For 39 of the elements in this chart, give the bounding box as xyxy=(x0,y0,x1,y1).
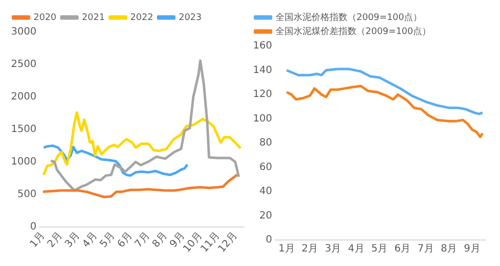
legend-label: 全国水泥煤价差指数（2009=100点） xyxy=(276,26,432,37)
y-tick-label: 2000 xyxy=(10,92,36,103)
legend-label: 2021 xyxy=(82,12,105,23)
y-tick-label: 500 xyxy=(17,188,36,200)
y-tick-label: 2500 xyxy=(10,59,36,70)
y-tick-label: 80 xyxy=(259,138,272,149)
x-tick-label: 8月 xyxy=(150,230,170,250)
x-tick-label: 1月 xyxy=(28,230,48,250)
y-tick-label: 20 xyxy=(259,210,272,222)
y-tick-label: 100 xyxy=(252,113,272,124)
x-tick-label: 5月 xyxy=(98,230,118,250)
x-tick-label: 2月 xyxy=(302,244,318,255)
x-tick-label: 8月 xyxy=(440,244,458,255)
x-tick-label: 7月 xyxy=(133,230,152,250)
legend-label: 全国水泥价格指数（2009=100点） xyxy=(276,12,422,23)
y-tick-label: 1000 xyxy=(10,156,36,168)
x-tick-label: 6月 xyxy=(116,230,135,250)
y-tick-label: 0 xyxy=(30,221,36,232)
x-tick-label: 9月 xyxy=(464,244,480,255)
x-tick-label: 2月 xyxy=(46,230,65,250)
legend-label: 2022 xyxy=(130,12,154,23)
x-tick-label: 7月 xyxy=(418,244,434,255)
y-tick-label: 0 xyxy=(266,234,272,246)
x-tick-label: 6月 xyxy=(394,244,411,255)
x-tick-label: 4月 xyxy=(348,244,364,255)
x-tick-label: 1月 xyxy=(278,244,295,255)
x-tick-label: 3月 xyxy=(324,244,342,255)
y-tick-label: 40 xyxy=(259,186,272,198)
x-tick-label: 3月 xyxy=(63,230,82,250)
y-tick-label: 120 xyxy=(252,89,272,100)
y-tick-label: 60 xyxy=(259,162,272,173)
y-tick-label: 140 xyxy=(252,64,272,76)
x-tick-label: 4月 xyxy=(80,230,100,250)
legend-label: 2020 xyxy=(34,12,57,23)
legend-label: 2023 xyxy=(178,12,202,23)
x-tick-label: 5月 xyxy=(371,244,388,255)
y-tick-label: 160 xyxy=(252,40,272,52)
y-tick-label: 3000 xyxy=(10,26,36,38)
y-tick-label: 1500 xyxy=(10,124,36,136)
